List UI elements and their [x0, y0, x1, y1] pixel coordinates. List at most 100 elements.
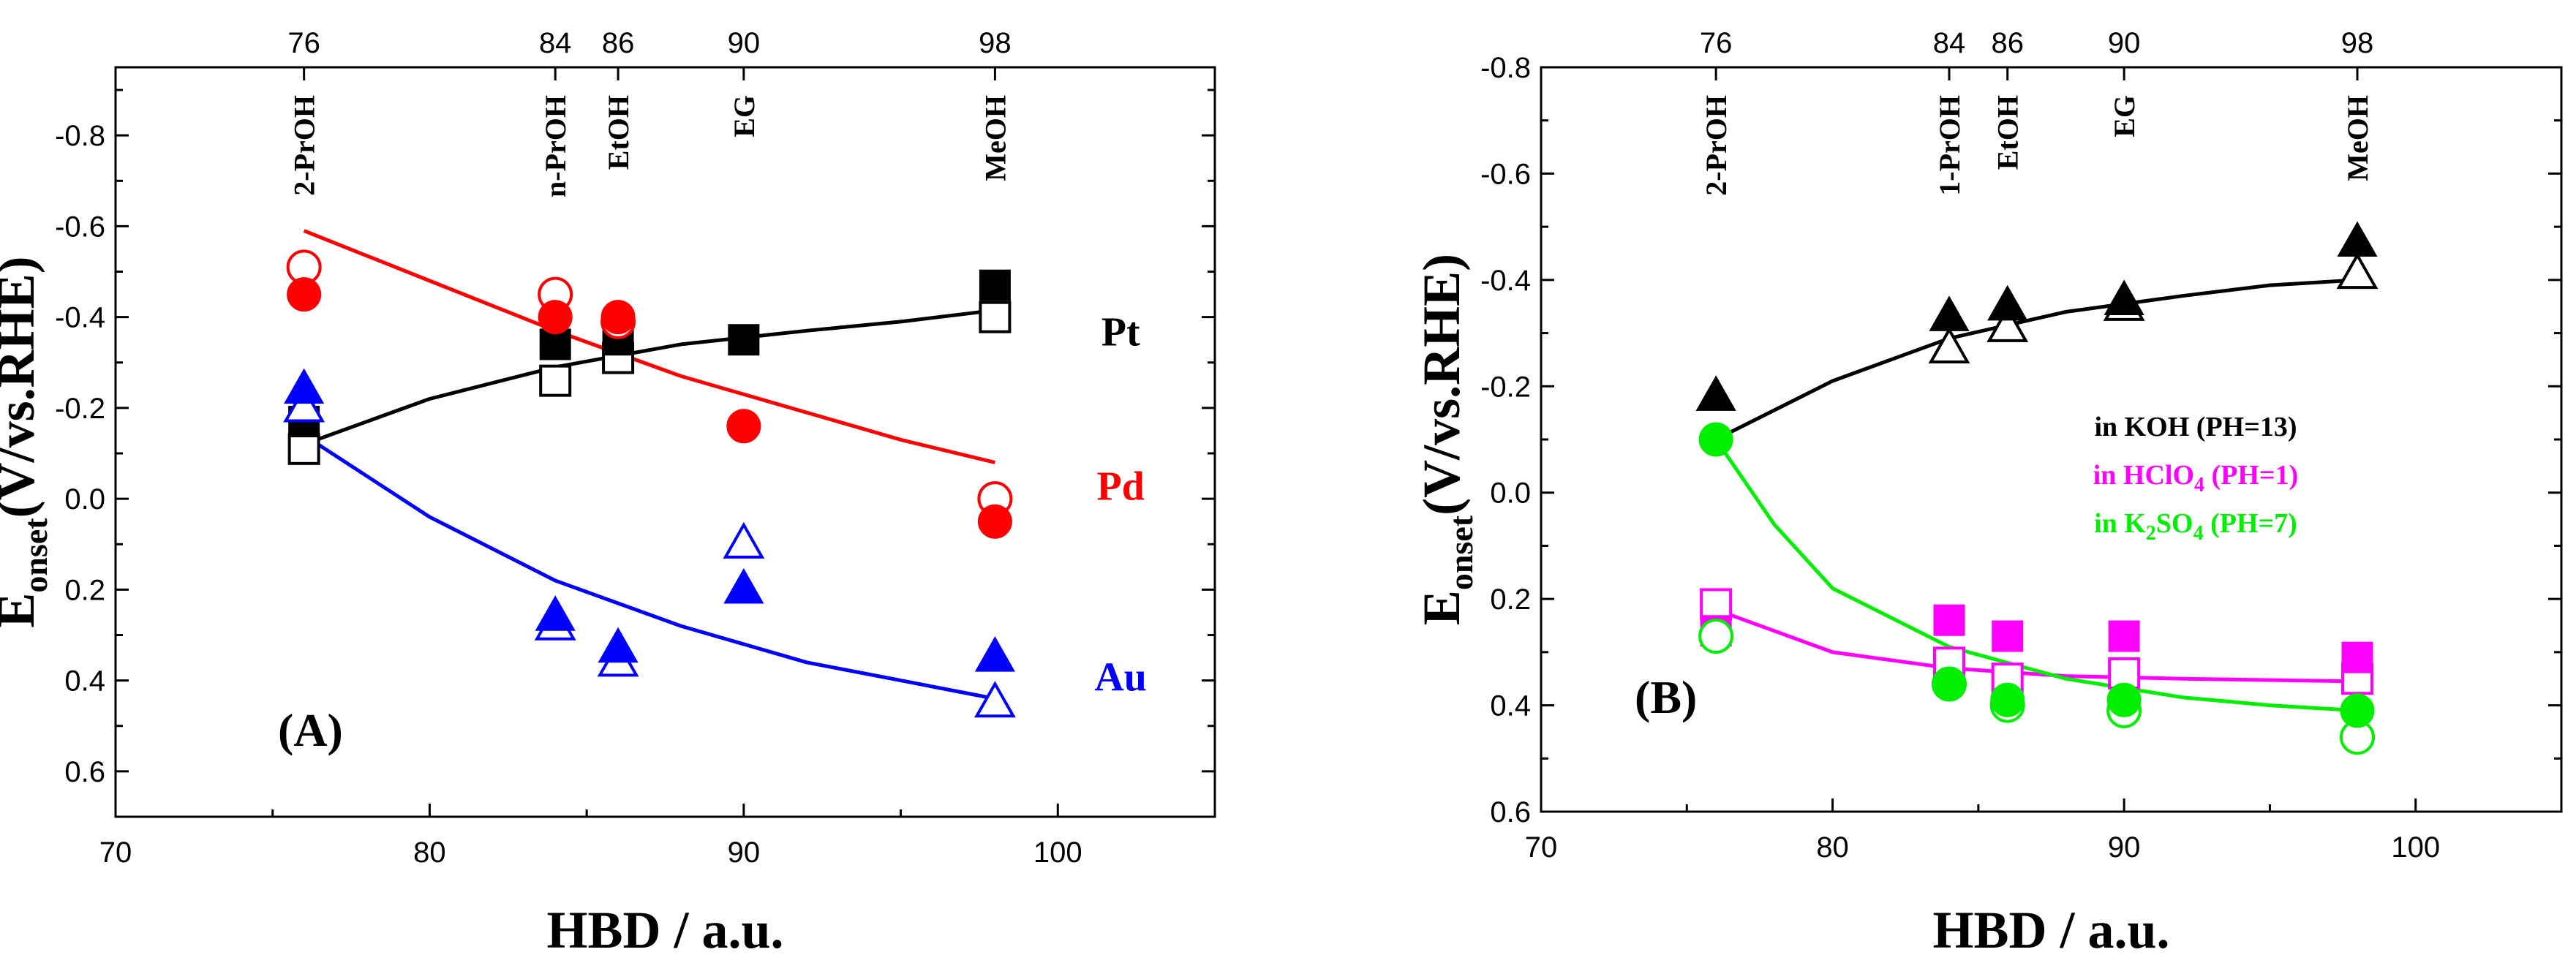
filled-marker-k2so4 [2106, 682, 2142, 717]
top-tick-label: 84 [539, 27, 572, 59]
y-tick-label: 0.6 [64, 756, 105, 788]
top-tick-label: 76 [287, 27, 320, 59]
x-tick-label: 70 [99, 837, 132, 869]
x-tick-label: 100 [1033, 837, 1082, 869]
filled-marker-au [974, 636, 1015, 672]
series-label-pd: Pd [1096, 464, 1144, 510]
filled-marker-koh [2337, 221, 2378, 257]
solvent-label: MeOH [979, 95, 1012, 181]
filled-marker-pt [728, 324, 760, 356]
open-marker-pt [979, 301, 1012, 333]
solvent-label: EG [2108, 95, 2141, 137]
fit-line-au [303, 434, 995, 700]
open-marker-pt [539, 364, 572, 397]
series-label-pt: Pt [1101, 309, 1140, 355]
open-marker-au [283, 385, 325, 423]
open-marker-koh [1928, 326, 1970, 363]
chart-panel-b: 70 80 90 100 -0.8 -0.6 -0.4 -0.2 0.0 0.2 0.4 0.6 76 2… [1412, 27, 2563, 959]
filled-marker-pd [538, 300, 573, 335]
filled-marker-k2so4 [1698, 422, 1733, 457]
open-marker-au [973, 681, 1016, 718]
x-tick-label: 80 [413, 837, 446, 869]
series-label-au: Au [1094, 654, 1147, 700]
filled-marker-pd [726, 409, 761, 444]
filled-marker-pt [539, 328, 571, 360]
filled-marker-hclo4 [2108, 620, 2140, 652]
top-tick-label: 86 [602, 27, 635, 59]
top-tick-label: 98 [2341, 27, 2374, 59]
filled-marker-hclo4 [1933, 604, 1965, 636]
solvent-label: 2-PrOH [1700, 95, 1733, 196]
fit-line-koh [1714, 278, 2358, 442]
solvent-label: EtOH [602, 95, 635, 170]
filled-marker-koh [1987, 284, 2028, 321]
open-marker-koh [1986, 305, 2029, 342]
filled-marker-pd [600, 300, 636, 335]
filled-marker-au [723, 567, 764, 604]
solvent-label: EtOH [1992, 95, 2025, 170]
open-marker-k2so4 [1698, 619, 1734, 654]
filled-marker-hclo4 [2341, 641, 2373, 673]
filled-marker-pd [977, 504, 1012, 539]
legend-entry-k2so4: in K2SO4 (PH=7) [2094, 508, 2297, 545]
fit-line-pd [303, 229, 995, 464]
open-marker-koh [2336, 252, 2379, 290]
fit-line-pt [303, 308, 995, 446]
x-tick-label: 70 [1525, 831, 1558, 864]
y-tick-label: -0.6 [55, 211, 105, 243]
filled-marker-pd [287, 277, 322, 312]
solvent-label: EG [728, 95, 761, 137]
y-tick-label: 0.2 [1490, 584, 1531, 616]
y-tick-label: -0.6 [1480, 158, 1531, 190]
y-tick-label: 0.6 [1490, 796, 1531, 828]
open-marker-au [723, 521, 765, 559]
solvent-label: 2-PrOH [288, 95, 321, 196]
solvent-label: 1-PrOH [1933, 95, 1966, 196]
x-tick-label: 90 [2108, 831, 2141, 864]
y-axis-title: Eonset(V/vs.RHE) [0, 256, 54, 627]
filled-marker-koh [1929, 295, 1970, 331]
filled-marker-au [535, 595, 576, 631]
filled-marker-au [598, 627, 639, 663]
y-tick-label: -0.8 [55, 120, 105, 152]
legend-entry-koh: in KOH (PH=13) [2094, 412, 2297, 442]
filled-marker-k2so4 [2340, 693, 2375, 728]
x-tick-label: 80 [1816, 831, 1849, 864]
y-axis-title: Eonset(V/vs.RHE) [1412, 254, 1480, 625]
filled-marker-hclo4 [1992, 620, 2024, 652]
top-tick-label: 98 [979, 27, 1012, 59]
open-marker-pt [287, 432, 320, 465]
top-tick-label: 90 [728, 27, 761, 59]
solvent-label: n-PrOH [539, 95, 572, 197]
plot-frame [114, 66, 1216, 818]
x-tick-label: 100 [2391, 831, 2440, 864]
panel-label: (A) [278, 704, 343, 756]
filled-marker-koh [2104, 279, 2144, 316]
y-tick-label: -0.4 [55, 302, 105, 334]
y-tick-label: -0.8 [1480, 52, 1531, 84]
y-tick-label: -0.4 [1480, 265, 1531, 297]
filled-marker-k2so4 [1932, 666, 1967, 701]
x-axis-title: HBD / a.u. [1932, 901, 2169, 959]
top-tick-label: 76 [1700, 27, 1733, 59]
filled-marker-koh [1695, 375, 1736, 411]
x-tick-label: 90 [728, 837, 761, 869]
y-tick-label: 0.2 [64, 574, 105, 606]
top-tick-label: 86 [1991, 27, 2024, 59]
y-tick-label: 0.4 [64, 665, 105, 698]
x-axis-title: HBD / a.u. [546, 901, 783, 959]
y-tick-label: -0.2 [1480, 371, 1531, 403]
filled-marker-pt [979, 269, 1011, 301]
y-tick-label: -0.2 [55, 393, 105, 425]
chart-panel-a: 70 80 90 100 -0.8 -0.6 -0.4 -0.2 0.0 0.2 0.4 0.6 76 2… [0, 27, 1216, 959]
y-tick-label: 0.4 [1490, 690, 1531, 722]
filled-marker-k2so4 [1990, 682, 2025, 717]
solvent-label: MeOH [2341, 95, 2374, 181]
top-tick-label: 84 [1933, 27, 1966, 59]
filled-marker-au [284, 368, 325, 404]
top-tick-label: 90 [2108, 27, 2141, 59]
y-tick-label: 0.0 [1490, 477, 1531, 510]
legend-entry-hclo4: in HClO4 (PH=1) [2093, 460, 2299, 496]
panel-label: (B) [1635, 671, 1697, 723]
